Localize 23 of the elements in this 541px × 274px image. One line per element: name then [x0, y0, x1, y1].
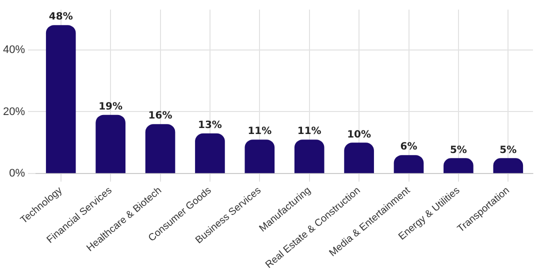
data-label: 5% [450, 144, 467, 156]
data-label: 19% [98, 101, 123, 112]
bar [96, 114, 126, 174]
bar [493, 158, 524, 174]
data-label: 11% [248, 126, 272, 138]
bar [195, 133, 225, 174]
bar [145, 124, 176, 174]
bar [394, 155, 424, 174]
data-label: 16% [148, 110, 172, 122]
bar [294, 140, 324, 174]
y-tick-label: 40% [2, 44, 26, 56]
bar [444, 158, 474, 174]
data-label: 48% [48, 12, 73, 23]
bar [344, 142, 374, 174]
data-label: 11% [297, 126, 322, 138]
data-label: 13% [198, 120, 222, 131]
y-tick-label: 0% [9, 168, 26, 180]
data-label: 6% [400, 142, 418, 153]
data-label: 5% [500, 144, 517, 156]
bar [46, 25, 76, 174]
bar [244, 140, 275, 174]
y-tick-label: 20% [2, 106, 26, 118]
data-label: 10% [347, 129, 372, 140]
